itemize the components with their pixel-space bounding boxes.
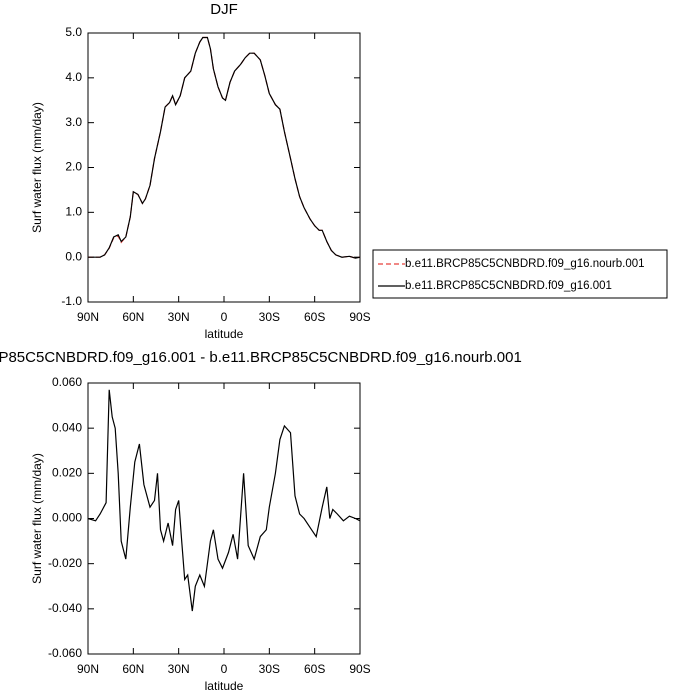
y-tick-label: 5.0 [65,25,82,39]
x-tick-label: 30N [168,662,190,676]
x-tick-label: 60S [304,310,325,324]
y-tick-label: 0.020 [52,466,82,480]
y-tick-label: 0.0 [65,249,82,263]
legend-label: b.e11.BRCP85C5CNBDRD.f09_g16.001 [405,280,612,292]
x-tick-label: 90S [349,310,370,324]
x-tick-label: 90S [349,662,370,676]
y-tick-label: -0.040 [48,601,82,615]
legend-box [372,249,668,299]
x-axis-label: latitude [205,679,244,693]
legend-label: b.e11.BRCP85C5CNBDRD.f09_g16.nourb.001 [405,258,645,270]
x-tick-label: 60N [122,310,144,324]
y-tick-label: 3.0 [65,115,82,129]
y-tick-label: -0.060 [48,646,82,660]
y-tick-label: 0.060 [52,375,82,389]
x-tick-label: 0 [221,662,228,676]
chart-title: DJF [210,1,238,18]
y-tick-label: 0.040 [52,420,82,434]
x-tick-label: 30N [168,310,190,324]
chart-title: b.e11.BRCP85C5CNBDRD.f09_g16.001 - b.e11… [0,349,522,366]
x-tick-label: 90N [77,310,99,324]
y-tick-label: -1.0 [61,294,82,308]
x-tick-label: 30S [259,662,280,676]
y-tick-label: 2.0 [65,160,82,174]
x-tick-label: 30S [259,310,280,324]
x-axis-label: latitude [205,327,244,341]
x-tick-label: 90N [77,662,99,676]
y-tick-label: -0.020 [48,556,82,570]
data-line [87,389,361,612]
y-axis-label: Surf water flux (mm/day) [30,102,44,233]
data-line [88,36,361,259]
x-tick-label: 60S [304,662,325,676]
y-tick-label: 1.0 [65,205,82,219]
plot-frame [87,32,361,303]
x-tick-label: 60N [122,662,144,676]
y-tick-label: 4.0 [65,70,82,84]
y-tick-label: 0.000 [52,511,82,525]
y-axis-label: Surf water flux (mm/day) [30,453,44,584]
x-tick-label: 0 [221,310,228,324]
